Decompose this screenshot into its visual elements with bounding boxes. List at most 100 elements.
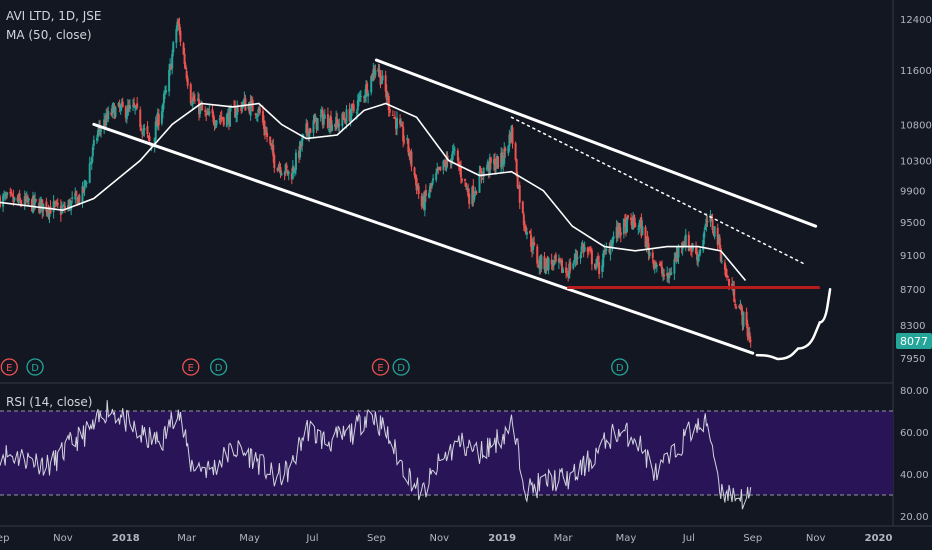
candle-body [134,106,137,109]
candle-body [27,198,30,201]
candle-body [399,119,402,125]
dividend-marker[interactable] [26,358,44,376]
candle-body [213,122,216,125]
candle-body [132,104,135,106]
candle-body [320,109,323,114]
candle-body [510,126,513,143]
rsi-tick-label: 60.00 [900,428,929,439]
candle-body [292,167,295,171]
candle-body [186,78,189,86]
candle-body [387,95,390,111]
candle-body [157,114,160,126]
candle-body [161,104,164,113]
candle-body [746,323,749,337]
earnings-marker[interactable] [0,358,18,376]
candle-body [373,67,376,74]
candle-body [688,246,691,250]
candle-body [380,82,383,84]
candle-body [540,255,543,269]
dividend-marker-letter: D [397,363,405,374]
earnings-marker-letter: E [377,363,383,374]
candle-body [319,115,322,117]
candle-body [442,160,445,171]
candle-body [471,186,474,205]
candle-body [560,259,563,273]
candle-body [114,107,117,117]
candle-body [618,223,621,232]
candle-body [298,150,301,158]
candle-body [388,109,391,113]
candle-body [385,90,388,100]
candle-body [553,256,556,259]
candle-body [667,272,670,279]
candle-body [25,196,28,202]
price-tick-label: 9500 [900,218,925,229]
candle-body [55,201,58,203]
dividend-marker[interactable] [209,358,228,376]
dividend-marker[interactable] [611,358,629,376]
candle-body [690,249,693,252]
candle-body [514,143,517,160]
channel-upper-line[interactable] [374,58,818,228]
candle-body [254,113,257,116]
candle-body [422,196,425,209]
candle-body [255,115,258,117]
candle-body [290,173,293,180]
candle-body [612,236,615,240]
candle-body [445,157,448,169]
candle-body [572,263,575,269]
channel-lower-line[interactable] [92,122,755,355]
earnings-marker[interactable] [182,358,200,376]
candle-body [40,199,43,203]
candle-body [77,196,80,204]
candle-body [193,99,196,101]
candle-body [34,198,37,204]
candle-body [518,185,521,203]
candle-body [673,259,676,274]
candle-body [507,145,510,154]
candle-body [262,120,265,130]
rsi-tick-label: 20.00 [900,512,929,523]
rsi-band [0,411,893,495]
candle-body [596,258,599,264]
candle-body [727,276,730,278]
candle-body [684,234,687,248]
dotted-trend-line[interactable] [510,116,805,265]
candle-body [652,259,655,269]
candle-body [374,69,377,76]
candle-body [651,252,654,259]
candle-body [414,174,417,180]
candle-body [249,101,252,116]
candle-body [622,218,625,235]
candle-body [91,147,94,157]
candle-body [436,168,439,172]
candle-body [212,114,215,123]
candle-body [350,104,353,116]
candle-body [278,166,281,168]
candle-body [283,172,286,174]
candle-body [525,232,528,235]
candle-body [617,222,620,235]
candle-body [529,230,532,234]
candle-body [178,23,181,32]
candle-body [175,29,178,43]
price-tick-label: 12400 [900,15,932,26]
earnings-marker[interactable] [371,358,390,376]
dividend-marker[interactable] [392,358,410,376]
candle-body [439,166,442,171]
time-tick-label: 2020 [865,533,893,544]
candle-body [52,201,55,212]
candle-body [696,252,699,261]
candle-body [33,195,36,206]
projected-curve[interactable] [755,288,832,361]
candle-body [18,193,21,200]
candle-body [88,163,91,183]
candle-body [341,113,344,127]
candle-body [269,136,272,144]
candle-body [190,104,193,106]
candle-body [575,254,578,259]
candle-body [537,265,540,267]
candle-body [705,218,708,227]
candle-body [345,109,348,123]
